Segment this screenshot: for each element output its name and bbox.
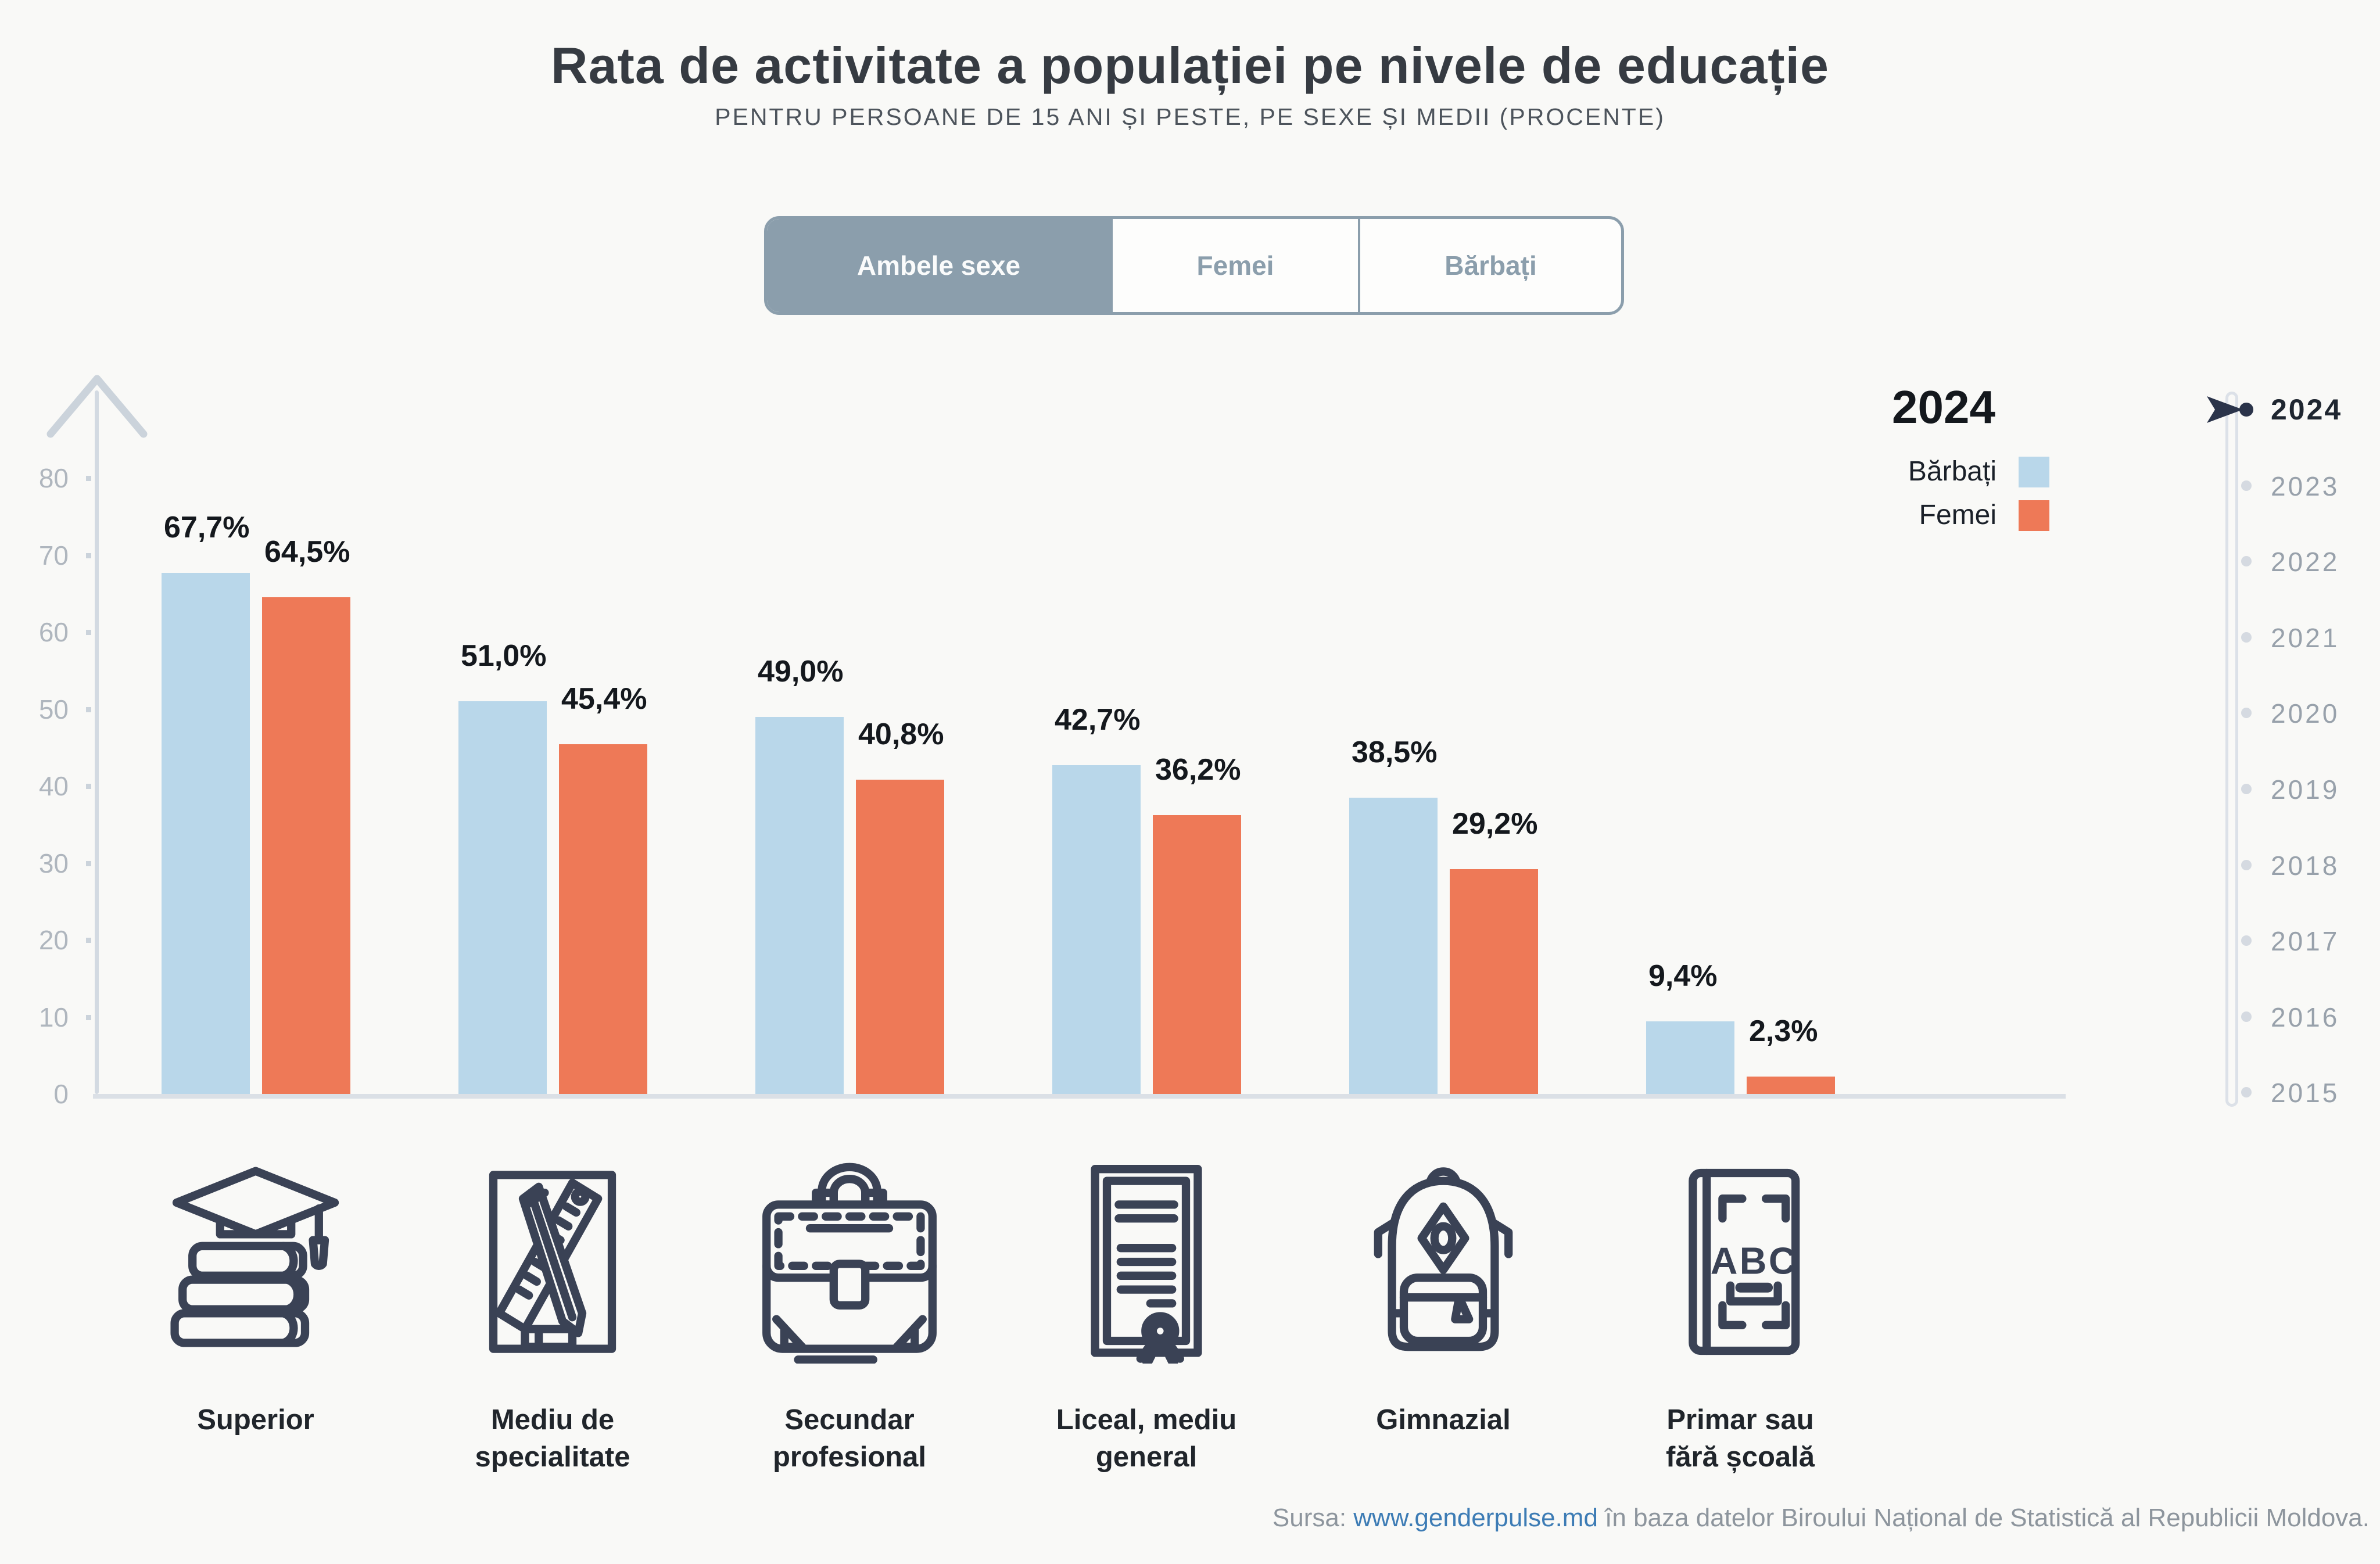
legend-label-femei: Femei <box>1919 500 1997 530</box>
y-axis-tick-mark <box>86 476 91 481</box>
bar-bărbați-6[interactable] <box>1646 1021 1734 1094</box>
bar-bărbați-5[interactable] <box>1349 797 1438 1094</box>
y-axis-tick-label: 50 <box>38 694 69 724</box>
y-axis-line <box>95 390 99 1094</box>
y-axis-tick-mark <box>86 784 91 789</box>
page-subtitle: PENTRU PERSOANE DE 15 ANI ȘI PESTE, PE S… <box>715 103 1665 130</box>
y-axis-arrow-icon <box>46 372 148 444</box>
tab-ambele-sexe[interactable]: Ambele sexe <box>767 219 1110 312</box>
y-axis-tick-mark <box>86 1014 91 1020</box>
timeline-dot-2017[interactable] <box>2241 935 2252 946</box>
y-axis-tick-mark <box>86 938 91 943</box>
tab-femei[interactable]: Femei <box>1110 219 1358 312</box>
y-axis-tick-label: 80 <box>38 463 69 493</box>
bar-value-label: 38,5% <box>1352 735 1438 769</box>
category-label-2: Mediu de specialitate <box>475 1404 630 1473</box>
bar-bărbați-3[interactable] <box>755 716 844 1094</box>
bar-value-label: 2,3% <box>1749 1014 1818 1048</box>
tab-label: Ambele sexe <box>856 250 1021 281</box>
timeline-year-2022[interactable]: 2022 <box>2271 547 2340 577</box>
bar-value-label: 29,2% <box>1452 807 1538 841</box>
timeline-year-2018[interactable]: 2018 <box>2271 850 2340 881</box>
source-suffix: în baza datelor Biroului Național de Sta… <box>1597 1504 2370 1532</box>
ruler-pencil-icon <box>454 1160 651 1364</box>
y-axis-tick-label: 70 <box>38 540 69 571</box>
bar-value-label: 51,0% <box>461 639 547 673</box>
category-label-1: Superior <box>197 1404 314 1436</box>
x-axis-baseline <box>93 1094 2066 1099</box>
svg-text:ABC: ABC <box>1711 1240 1798 1282</box>
y-axis-tick-mark <box>86 706 91 712</box>
y-axis-tick-mark <box>86 553 91 558</box>
page-title: Rata de activitate a populației pe nivel… <box>551 37 1829 94</box>
bar-bărbați-4[interactable] <box>1052 765 1141 1094</box>
timeline-year-2024[interactable]: 2024 <box>2271 393 2343 426</box>
legend-label-brbai: Bărbați <box>1908 456 1997 487</box>
timeline-year-2017[interactable]: 2017 <box>2271 926 2340 957</box>
timeline-year-2023[interactable]: 2023 <box>2271 471 2340 501</box>
bar-value-label: 42,7% <box>1055 703 1141 737</box>
legend-year: 2024 <box>1892 381 1995 433</box>
bar-value-label: 64,5% <box>264 535 350 569</box>
legend-swatch-barbati <box>2019 457 2049 487</box>
source-prefix: Sursa: <box>1272 1504 1354 1532</box>
sex-filter-tabs: Ambele sexe Femei Bărbați <box>764 216 1624 315</box>
tab-label: Bărbați <box>1445 250 1537 281</box>
legend-swatch-femei <box>2019 500 2049 531</box>
diploma-icon <box>1048 1160 1245 1368</box>
bar-bărbați-2[interactable] <box>458 701 547 1094</box>
y-axis-tick-label: 30 <box>38 848 69 878</box>
tab-b-rba-i[interactable]: Bărbați <box>1358 219 1621 312</box>
bar-femei-6[interactable] <box>1747 1076 1835 1094</box>
timeline-dot-2019[interactable] <box>2241 784 2252 794</box>
bar-value-label: 36,2% <box>1155 753 1241 787</box>
timeline-year-2019[interactable]: 2019 <box>2271 774 2340 805</box>
timeline-dot-2024[interactable] <box>2239 403 2253 417</box>
timeline-year-2021[interactable]: 2021 <box>2271 622 2340 653</box>
y-axis-tick-mark <box>86 860 91 866</box>
y-axis-tick-label: 0 <box>53 1079 69 1109</box>
timeline-cursor-arrow-icon <box>2207 396 2243 426</box>
bar-value-label: 67,7% <box>164 510 250 544</box>
bar-femei-4[interactable] <box>1153 815 1241 1094</box>
y-axis-tick-mark <box>86 630 91 635</box>
backpack-icon <box>1345 1160 1542 1364</box>
bar-bărbați-1[interactable] <box>162 572 250 1094</box>
tab-label: Femei <box>1196 250 1274 281</box>
timeline-dot-2015[interactable] <box>2241 1087 2252 1098</box>
timeline-dot-2023[interactable] <box>2241 480 2252 491</box>
category-label-4: Liceal, mediu general <box>1056 1404 1237 1473</box>
bar-femei-1[interactable] <box>262 597 350 1094</box>
bar-value-label: 9,4% <box>1648 959 1718 993</box>
timeline-dot-2016[interactable] <box>2241 1011 2252 1022</box>
briefcase-icon <box>751 1160 948 1364</box>
bar-value-label: 45,4% <box>561 682 647 716</box>
bar-value-label: 40,8% <box>858 718 944 752</box>
timeline-year-2020[interactable]: 2020 <box>2271 698 2340 729</box>
y-axis-tick-label: 20 <box>38 925 69 955</box>
bar-femei-3[interactable] <box>856 780 944 1094</box>
y-axis-tick-label: 10 <box>38 1002 69 1032</box>
category-label-6: Primar sau fără școală <box>1665 1404 1815 1473</box>
bar-value-label: 49,0% <box>758 654 844 688</box>
category-label-3: Secundar profesional <box>772 1404 927 1473</box>
bar-femei-5[interactable] <box>1450 869 1538 1094</box>
category-label-5: Gimnazial <box>1376 1404 1511 1436</box>
timeline-dot-2018[interactable] <box>2241 859 2252 870</box>
timeline-dot-2022[interactable] <box>2241 556 2252 567</box>
timeline-dot-2021[interactable] <box>2241 632 2252 643</box>
year-timeline-track[interactable] <box>2225 392 2238 1107</box>
timeline-year-2015[interactable]: 2015 <box>2271 1078 2340 1109</box>
y-axis-tick-label: 60 <box>38 617 69 647</box>
bar-femei-2[interactable] <box>559 744 647 1094</box>
books-graduation-icon <box>157 1160 354 1364</box>
source-link[interactable]: www.genderpulse.md <box>1353 1504 1598 1532</box>
abc-book-icon: ABC <box>1641 1160 1839 1364</box>
timeline-year-2016[interactable]: 2016 <box>2271 1002 2340 1032</box>
y-axis-tick-label: 40 <box>38 771 69 801</box>
source-note: Sursa: www.genderpulse.md în baza datelo… <box>1273 1504 2370 1533</box>
timeline-dot-2020[interactable] <box>2241 708 2252 719</box>
